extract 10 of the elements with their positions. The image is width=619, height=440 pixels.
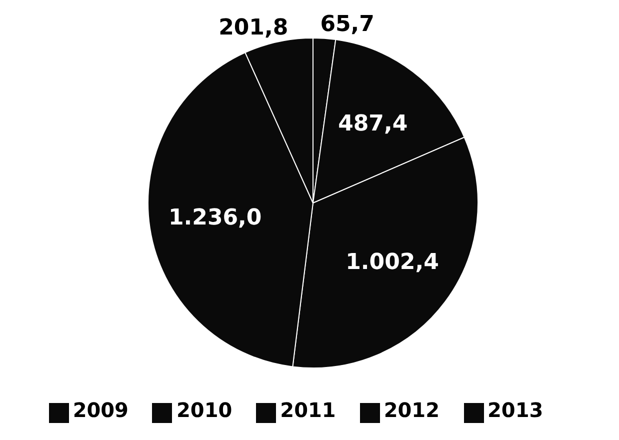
legend-label: 2013 bbox=[488, 398, 544, 422]
legend-label: 2012 bbox=[384, 398, 440, 422]
data-label: 65,7 bbox=[320, 12, 374, 37]
legend-label: 2011 bbox=[280, 398, 336, 422]
data-label: 487,4 bbox=[338, 112, 408, 137]
data-label: 201,8 bbox=[218, 16, 288, 40]
data-label: 1.002,4 bbox=[346, 250, 439, 275]
data-label: 1.236,0 bbox=[168, 205, 262, 230]
legend-label: 2009 bbox=[72, 398, 128, 422]
legend-label: 2010 bbox=[176, 398, 232, 422]
